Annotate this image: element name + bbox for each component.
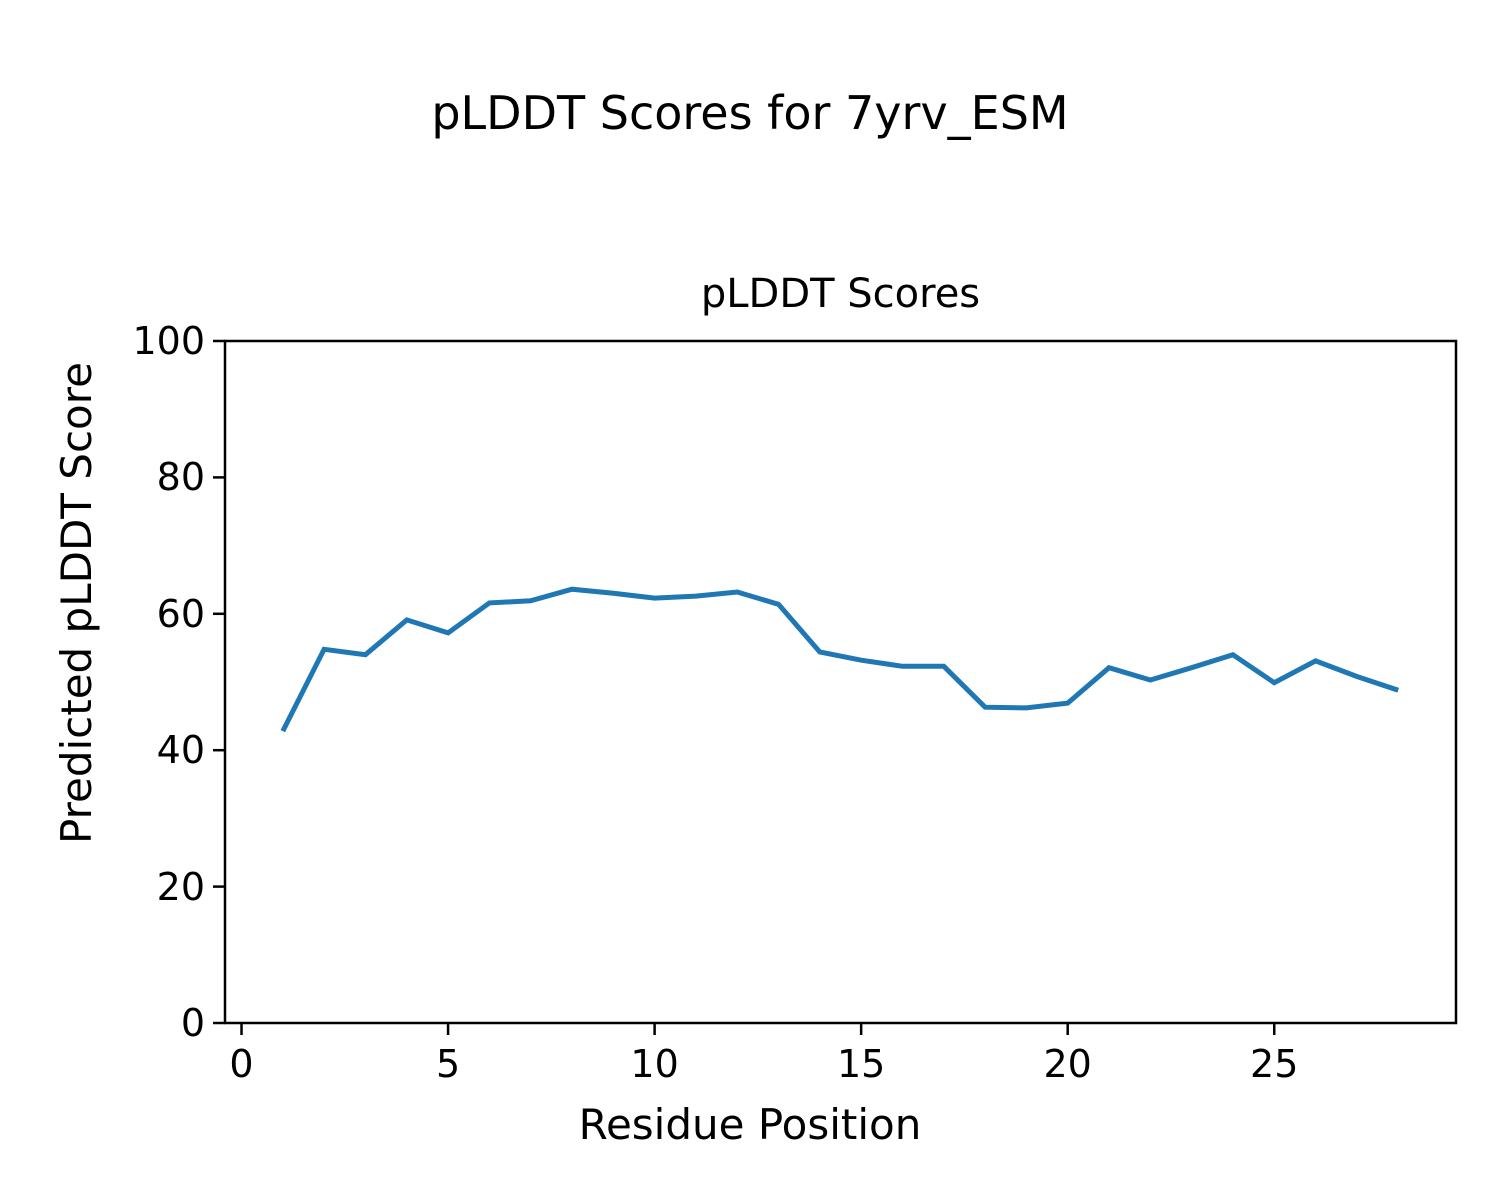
y-tick-label: 100	[132, 319, 205, 363]
y-tick-label: 20	[156, 864, 205, 909]
x-axis-label: Residue Position	[578, 1100, 922, 1149]
chart-title: pLDDT Scores	[700, 271, 981, 317]
x-tick-label: 0	[229, 1042, 254, 1086]
x-tick-label: 20	[1043, 1042, 1092, 1086]
y-tick-label: 80	[156, 455, 205, 500]
x-tick-label: 15	[836, 1042, 886, 1086]
x-tick-label: 25	[1250, 1042, 1299, 1086]
axes-spines	[223, 339, 1458, 1025]
y-axis-label: Predicted pLDDT Score	[51, 362, 101, 844]
x-tick-label: 5	[435, 1042, 461, 1086]
plddt-score-line	[280, 586, 1399, 733]
axes-frame	[213, 339, 1458, 1035]
y-tick-label: 40	[156, 728, 205, 773]
y-tick-label: 60	[156, 591, 205, 636]
figure-title: pLDDT Scores for 7yrv_ESM	[431, 86, 1069, 140]
x-tick-label: 10	[630, 1042, 679, 1086]
plddt-line-series	[280, 586, 1399, 733]
y-tick-label: 0	[180, 1001, 205, 1045]
